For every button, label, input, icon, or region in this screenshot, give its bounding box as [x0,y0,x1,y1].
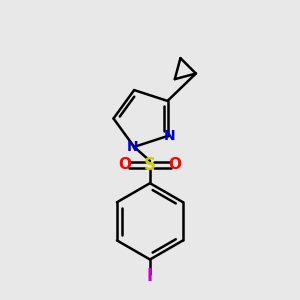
Text: N: N [164,129,175,143]
Text: O: O [168,158,182,172]
Text: N: N [127,140,138,154]
Text: S: S [144,156,156,174]
Text: I: I [147,267,153,285]
Text: O: O [118,158,132,172]
